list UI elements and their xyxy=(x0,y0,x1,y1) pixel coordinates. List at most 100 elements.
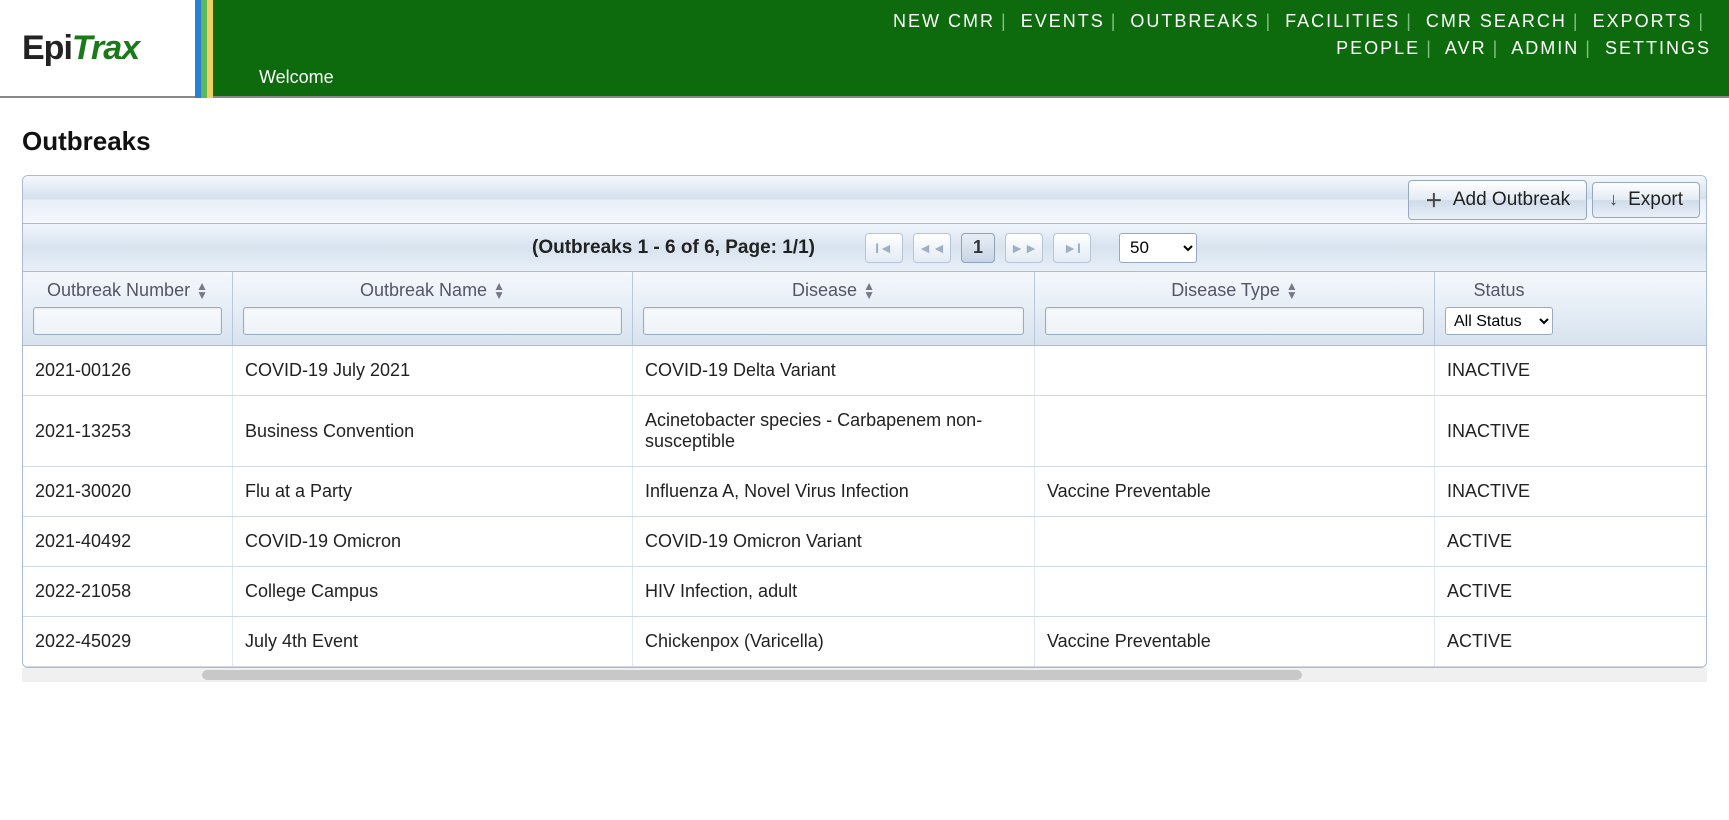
filter-disease-type[interactable] xyxy=(1045,307,1424,335)
nav-avr[interactable]: AVR xyxy=(1445,38,1487,58)
next-page-button[interactable]: ►► xyxy=(1005,233,1043,263)
cell-name: College Campus xyxy=(233,567,633,616)
filter-disease[interactable] xyxy=(643,307,1024,335)
first-page-button[interactable]: I◄ xyxy=(865,233,903,263)
th-label-status: Status xyxy=(1473,280,1524,301)
paginator-summary: (Outbreaks 1 - 6 of 6, Page: 1/1) xyxy=(532,237,815,259)
nav-exports[interactable]: EXPORTS xyxy=(1593,11,1693,31)
nav-new-cmr[interactable]: NEW CMR xyxy=(893,11,995,31)
nav-sep: | xyxy=(1406,11,1413,31)
cell-number: 2022-21058 xyxy=(23,567,233,616)
table-row[interactable]: 2022-45029July 4th EventChickenpox (Vari… xyxy=(23,617,1706,667)
cell-type: Vaccine Preventable xyxy=(1035,617,1435,666)
nav-settings[interactable]: SETTINGS xyxy=(1605,38,1711,58)
nav-people[interactable]: PEOPLE xyxy=(1336,38,1420,58)
prev-page-button[interactable]: ◄◄ xyxy=(913,233,951,263)
cell-type xyxy=(1035,396,1435,466)
cell-type xyxy=(1035,346,1435,395)
th-outbreak-name[interactable]: Outbreak Name ▲▼ xyxy=(233,272,633,345)
download-icon: ↓ xyxy=(1609,189,1618,210)
toolbar: ＋ Add Outbreak ↓ Export xyxy=(23,176,1706,224)
cell-number: 2021-30020 xyxy=(23,467,233,516)
page-title: Outbreaks xyxy=(0,98,1729,175)
cell-disease: Influenza A, Novel Virus Infection xyxy=(633,467,1035,516)
welcome-text: Welcome xyxy=(231,67,1711,88)
cell-disease: Chickenpox (Varicella) xyxy=(633,617,1035,666)
accent-stripes xyxy=(195,0,213,96)
table-row[interactable]: 2021-40492COVID-19 OmicronCOVID-19 Omicr… xyxy=(23,517,1706,567)
sort-icon: ▲▼ xyxy=(863,282,875,299)
cell-number: 2021-13253 xyxy=(23,396,233,466)
nav-area: NEW CMR| EVENTS| OUTBREAKS| FACILITIES| … xyxy=(213,0,1729,96)
cell-status: ACTIVE xyxy=(1435,517,1563,566)
th-label-number: Outbreak Number xyxy=(47,280,190,301)
nav-sep: | xyxy=(1111,11,1118,31)
cell-status: INACTIVE xyxy=(1435,467,1563,516)
add-outbreak-label: Add Outbreak xyxy=(1453,189,1570,211)
cell-name: COVID-19 Omicron xyxy=(233,517,633,566)
cell-status: ACTIVE xyxy=(1435,567,1563,616)
filter-status-select[interactable]: All Status xyxy=(1445,307,1553,335)
table-row[interactable]: 2021-30020Flu at a PartyInfluenza A, Nov… xyxy=(23,467,1706,517)
last-page-button[interactable]: ►I xyxy=(1053,233,1091,263)
nav-sep: | xyxy=(1265,11,1272,31)
nav-sep: | xyxy=(1698,11,1705,31)
table-row[interactable]: 2021-00126COVID-19 July 2021COVID-19 Del… xyxy=(23,346,1706,396)
nav-links: NEW CMR| EVENTS| OUTBREAKS| FACILITIES| … xyxy=(231,8,1711,62)
add-outbreak-button[interactable]: ＋ Add Outbreak xyxy=(1408,180,1587,220)
nav-sep: | xyxy=(1001,11,1008,31)
table-row[interactable]: 2022-21058College CampusHIV Infection, a… xyxy=(23,567,1706,617)
logo-right: Trax xyxy=(72,29,139,68)
th-disease[interactable]: Disease ▲▼ xyxy=(633,272,1035,345)
th-label-disease: Disease xyxy=(792,280,857,301)
page-size-select[interactable]: 50 xyxy=(1119,233,1197,263)
nav-sep: | xyxy=(1493,38,1500,58)
cell-disease: COVID-19 Omicron Variant xyxy=(633,517,1035,566)
logo: EpiTrax xyxy=(0,0,195,96)
cell-type: Vaccine Preventable xyxy=(1035,467,1435,516)
th-label-type: Disease Type xyxy=(1171,280,1280,301)
horizontal-scrollbar[interactable] xyxy=(22,668,1707,682)
cell-number: 2022-45029 xyxy=(23,617,233,666)
nav-sep: | xyxy=(1573,11,1580,31)
nav-sep: | xyxy=(1585,38,1592,58)
current-page: 1 xyxy=(961,233,995,263)
cell-status: INACTIVE xyxy=(1435,396,1563,466)
table-head: Outbreak Number ▲▼ Outbreak Name ▲▼ Diseas… xyxy=(23,272,1706,346)
export-button[interactable]: ↓ Export xyxy=(1592,182,1700,218)
scrollbar-thumb[interactable] xyxy=(202,670,1302,680)
table-body: 2021-00126COVID-19 July 2021COVID-19 Del… xyxy=(23,346,1706,667)
cell-number: 2021-00126 xyxy=(23,346,233,395)
cell-disease: HIV Infection, adult xyxy=(633,567,1035,616)
nav-row-1: NEW CMR| EVENTS| OUTBREAKS| FACILITIES| … xyxy=(231,8,1711,35)
th-label-name: Outbreak Name xyxy=(360,280,487,301)
th-outbreak-number[interactable]: Outbreak Number ▲▼ xyxy=(23,272,233,345)
cell-status: ACTIVE xyxy=(1435,617,1563,666)
cell-name: Business Convention xyxy=(233,396,633,466)
export-label: Export xyxy=(1628,189,1683,211)
nav-cmr-search[interactable]: CMR SEARCH xyxy=(1426,11,1567,31)
table-row[interactable]: 2021-13253Business ConventionAcinetobact… xyxy=(23,396,1706,467)
cell-number: 2021-40492 xyxy=(23,517,233,566)
filter-outbreak-name[interactable] xyxy=(243,307,622,335)
header: EpiTrax NEW CMR | EVENTS | OUTBREAKS | FACI… xyxy=(0,0,1729,98)
cell-name: Flu at a Party xyxy=(233,467,633,516)
nav-admin[interactable]: ADMIN xyxy=(1511,38,1579,58)
th-disease-type[interactable]: Disease Type ▲▼ xyxy=(1035,272,1435,345)
nav-outbreaks[interactable]: OUTBREAKS xyxy=(1130,11,1259,31)
sort-icon: ▲▼ xyxy=(1286,282,1298,299)
cell-status: INACTIVE xyxy=(1435,346,1563,395)
sort-icon: ▲▼ xyxy=(493,282,505,299)
filter-outbreak-number[interactable] xyxy=(33,307,222,335)
nav-events[interactable]: EVENTS xyxy=(1021,11,1105,31)
th-status[interactable]: Status All Status xyxy=(1435,272,1563,345)
cell-name: July 4th Event xyxy=(233,617,633,666)
nav-row-2: PEOPLE | AVR | ADMIN | SETTINGS xyxy=(231,35,1711,62)
cell-disease: Acinetobacter species - Carbapenem non-s… xyxy=(633,396,1035,466)
logo-left: Epi xyxy=(22,29,72,68)
nav-facilities[interactable]: FACILITIES xyxy=(1285,11,1400,31)
paginator: (Outbreaks 1 - 6 of 6, Page: 1/1) I◄ ◄◄ … xyxy=(23,224,1706,272)
outbreaks-panel: ＋ Add Outbreak ↓ Export (Outbreaks 1 - 6… xyxy=(22,175,1707,668)
nav-sep: | xyxy=(1426,38,1433,58)
sort-icon: ▲▼ xyxy=(196,282,208,299)
